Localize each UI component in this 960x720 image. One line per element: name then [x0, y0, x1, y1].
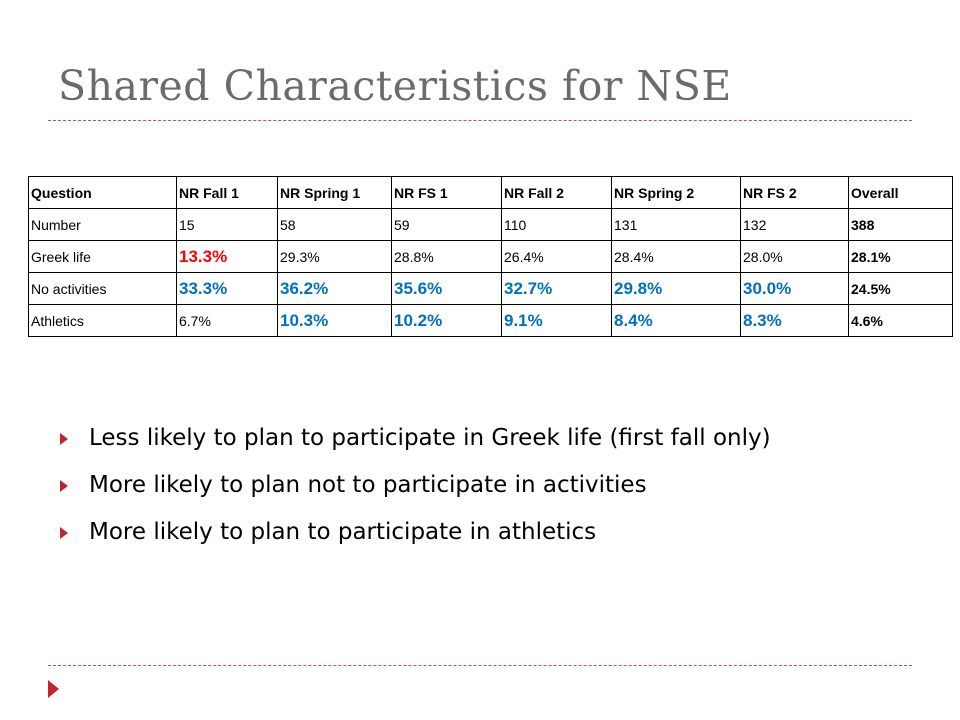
table-cell: 28.4% — [611, 240, 741, 273]
header-nr-fall-2: NR Fall 2 — [501, 176, 612, 209]
table-cell-highlight: 8.4% — [611, 304, 741, 337]
table-cell: 15 — [176, 208, 278, 241]
triangle-corner-icon — [48, 680, 59, 698]
table-cell: 28.0% — [740, 240, 849, 273]
triangle-bullet-icon — [60, 527, 68, 539]
header-nr-fall-1: NR Fall 1 — [176, 176, 278, 209]
table-cell-highlight: 36.2% — [277, 272, 392, 305]
table-cell-highlight: 32.7% — [501, 272, 612, 305]
row-label: Greek life — [28, 240, 177, 273]
header-question: Question — [28, 176, 177, 209]
table-cell: 110 — [501, 208, 612, 241]
table-row-no-activities: No activities 33.3% 36.2% 35.6% 32.7% 29… — [28, 272, 953, 305]
footer-divider — [48, 665, 912, 666]
table-cell-highlight: 35.6% — [391, 272, 502, 305]
title-divider — [48, 120, 912, 121]
table-cell: 132 — [740, 208, 849, 241]
table-cell: 26.4% — [501, 240, 612, 273]
characteristics-table: Question NR Fall 1 NR Spring 1 NR FS 1 N… — [28, 176, 953, 337]
bullet-item: More likely to plan to participate in at… — [60, 516, 890, 549]
table-row-greek-life: Greek life 13.3% 29.3% 28.8% 26.4% 28.4%… — [28, 240, 953, 273]
header-nr-spring-2: NR Spring 2 — [611, 176, 741, 209]
table-cell: 58 — [277, 208, 392, 241]
row-label: Athletics — [28, 304, 177, 337]
table-cell-highlight: 10.3% — [277, 304, 392, 337]
table-row-number: Number 15 58 59 110 131 132 388 — [28, 208, 953, 241]
table-cell-overall: 4.6% — [848, 304, 953, 337]
table-header-row: Question NR Fall 1 NR Spring 1 NR FS 1 N… — [28, 176, 953, 209]
table-cell-highlight: 10.2% — [391, 304, 502, 337]
table-cell-highlight: 9.1% — [501, 304, 612, 337]
bullet-item: Less likely to plan to participate in Gr… — [60, 422, 890, 455]
bullet-text: Less likely to plan to participate in Gr… — [89, 425, 771, 451]
table-cell-highlight: 8.3% — [740, 304, 849, 337]
table-cell: 6.7% — [176, 304, 278, 337]
table-cell-overall: 28.1% — [848, 240, 953, 273]
triangle-bullet-icon — [60, 480, 68, 492]
table-cell-highlight: 33.3% — [176, 272, 278, 305]
table-cell: 131 — [611, 208, 741, 241]
table-cell-highlight: 30.0% — [740, 272, 849, 305]
header-nr-spring-1: NR Spring 1 — [277, 176, 392, 209]
table-cell: 29.3% — [277, 240, 392, 273]
table-cell-overall: 388 — [848, 208, 953, 241]
slide-title: Shared Characteristics for NSE — [58, 62, 732, 110]
bullet-text: More likely to plan not to participate i… — [89, 472, 647, 498]
header-nr-fs-1: NR FS 1 — [391, 176, 502, 209]
triangle-bullet-icon — [60, 433, 68, 445]
table-cell-highlight: 13.3% — [176, 240, 278, 273]
bullet-text: More likely to plan to participate in at… — [89, 519, 597, 545]
row-label: Number — [28, 208, 177, 241]
bullet-item: More likely to plan not to participate i… — [60, 469, 890, 502]
table-row-athletics: Athletics 6.7% 10.3% 10.2% 9.1% 8.4% 8.3… — [28, 304, 953, 337]
table-cell-highlight: 29.8% — [611, 272, 741, 305]
bullet-list: Less likely to plan to participate in Gr… — [60, 422, 890, 563]
table-cell: 59 — [391, 208, 502, 241]
header-nr-fs-2: NR FS 2 — [740, 176, 849, 209]
table-cell: 28.8% — [391, 240, 502, 273]
table-cell-overall: 24.5% — [848, 272, 953, 305]
header-overall: Overall — [848, 176, 953, 209]
row-label: No activities — [28, 272, 177, 305]
